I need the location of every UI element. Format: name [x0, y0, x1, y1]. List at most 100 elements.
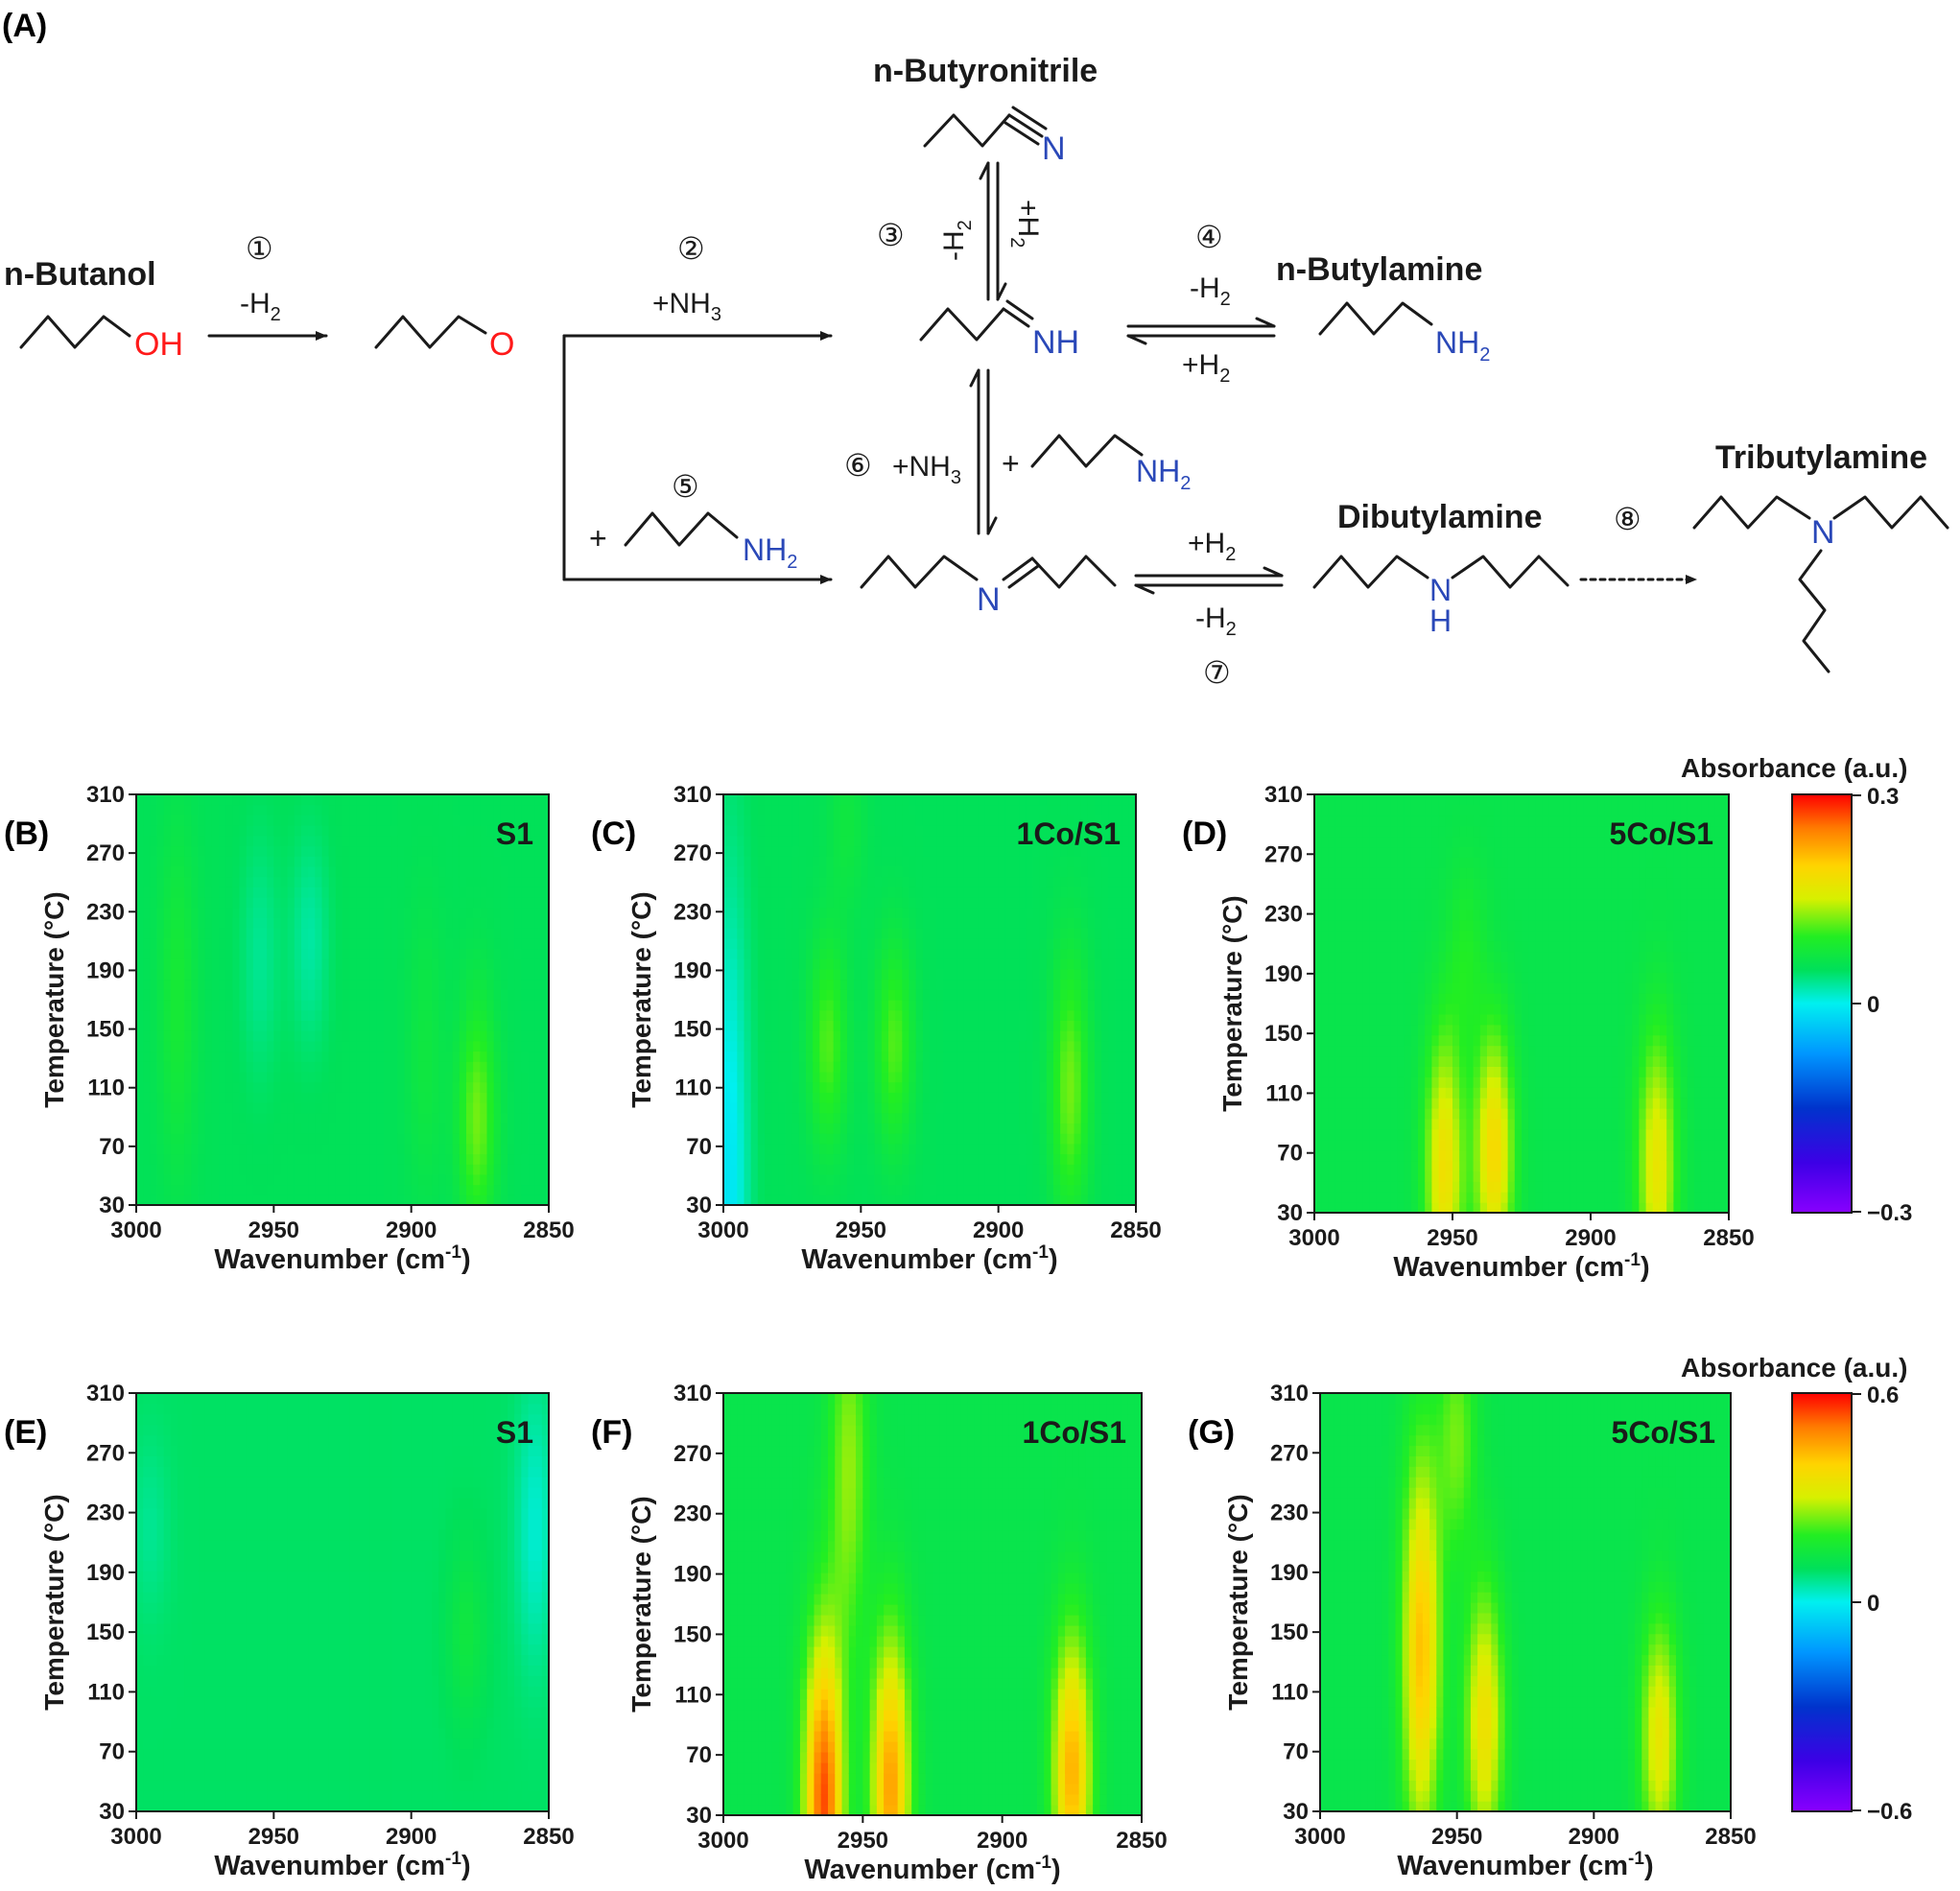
heatmap-cell — [792, 794, 800, 805]
heatmap-cell — [466, 1072, 474, 1082]
heatmap-cell — [397, 1154, 405, 1165]
heatmap-cell — [212, 1041, 220, 1052]
heatmap-cell — [508, 1020, 515, 1030]
heatmap-cell — [205, 825, 213, 836]
heatmap-cell — [397, 886, 405, 897]
heatmap-cell — [923, 1020, 931, 1030]
heatmap-cell — [273, 815, 281, 825]
heatmap-cell — [336, 1102, 343, 1113]
heatmap-cell — [535, 1092, 543, 1102]
heatmap-cell — [418, 1154, 426, 1165]
heatmap-cell — [301, 1052, 309, 1062]
heatmap-cell — [329, 928, 337, 938]
heatmap-cell — [384, 958, 391, 969]
heatmap-cell — [329, 938, 337, 949]
heatmap-cell — [446, 877, 454, 887]
heatmap-cell — [377, 897, 385, 908]
heatmap-cell — [1005, 980, 1013, 990]
heatmap-cell — [992, 1092, 1000, 1102]
heatmap-cell — [888, 794, 896, 805]
heatmap-cell — [295, 815, 302, 825]
heatmap-cell — [943, 794, 951, 805]
heatmap-cell — [1033, 917, 1041, 928]
heatmap-cell — [854, 1061, 862, 1072]
heatmap-cell — [723, 958, 731, 969]
heatmap-cell — [212, 1123, 220, 1133]
heatmap-cell — [840, 928, 848, 938]
heatmap-cell — [184, 1102, 192, 1113]
heatmap-cell — [751, 1174, 759, 1185]
heatmap-cell — [806, 1092, 814, 1102]
heatmap-cell — [384, 1185, 391, 1195]
heatmap-cell — [1081, 1133, 1089, 1144]
heatmap-cell — [737, 1061, 744, 1072]
heatmap-cell — [978, 1174, 985, 1185]
heatmap-cell — [909, 1010, 917, 1021]
heatmap-cell — [923, 1113, 931, 1123]
heatmap-cell — [786, 928, 793, 938]
heatmap-cell — [295, 877, 302, 887]
heatmap-cell — [771, 1030, 779, 1041]
heatmap-cell — [827, 1072, 835, 1082]
heatmap-cell — [191, 958, 199, 969]
heatmap-cell — [349, 1154, 357, 1165]
heatmap-cell — [377, 1102, 385, 1113]
heatmap-cell — [232, 1082, 240, 1093]
heatmap-cell — [212, 1082, 220, 1093]
heatmap-cell — [1067, 1102, 1074, 1113]
heatmap-cell — [751, 836, 759, 846]
heatmap-cell — [219, 1113, 226, 1123]
heatmap-cell — [219, 815, 226, 825]
heatmap-cell — [473, 886, 481, 897]
heatmap-cell — [390, 958, 398, 969]
x-axis-label: Wavenumber (cm-1) — [214, 1242, 470, 1275]
heatmap-cell — [432, 908, 439, 918]
reagent-6-nh2: NH2 — [1136, 454, 1191, 494]
heatmap-cell — [888, 1174, 896, 1185]
heatmap-cell — [529, 989, 536, 1000]
heatmap-cell — [273, 1030, 281, 1041]
heatmap-cell — [184, 938, 192, 949]
heatmap-cell — [232, 1072, 240, 1082]
heatmap-cell — [1321, 1170, 1329, 1182]
heatmap-cell — [356, 877, 364, 887]
heatmap-cell — [295, 1154, 302, 1165]
heatmap-cell — [397, 908, 405, 918]
heatmap-cell — [356, 1010, 364, 1021]
heatmap-cell — [177, 1174, 185, 1185]
heatmap-cell — [136, 1052, 144, 1062]
heatmap-cell — [895, 836, 903, 846]
heatmap-cell — [508, 1154, 515, 1165]
heatmap-cell — [253, 1102, 261, 1113]
heatmap-cell — [751, 1164, 759, 1174]
heatmap-cell — [438, 1154, 446, 1165]
heatmap-cell — [1067, 949, 1074, 959]
heatmap-cell — [487, 1133, 495, 1144]
heatmap-cell — [247, 825, 254, 836]
heatmap-cell — [212, 815, 220, 825]
heatmap-cell — [446, 908, 454, 918]
heatmap-cell — [854, 1123, 862, 1133]
heatmap-cell — [1012, 1020, 1020, 1030]
heatmap-cell — [1122, 815, 1130, 825]
heatmap-cell — [1005, 815, 1013, 825]
heatmap-cell — [868, 1174, 876, 1185]
heatmap-cell — [861, 980, 868, 990]
heatmap-cell — [882, 886, 889, 897]
heatmap-cell — [438, 1102, 446, 1113]
heatmap-cell — [943, 1123, 951, 1133]
heatmap-cell — [412, 1020, 419, 1030]
heatmap-cell — [847, 949, 855, 959]
heatmap-cell — [1095, 877, 1102, 887]
heatmap-panels: 30701101501902302703103000 2950 2900 2850Wa… — [4, 782, 1757, 1885]
heatmap-cell — [342, 1010, 350, 1021]
heatmap-cell — [964, 1102, 972, 1113]
heatmap-cell — [1074, 917, 1082, 928]
heatmap-cell — [232, 1113, 240, 1123]
heatmap-cell — [466, 917, 474, 928]
heatmap-cell — [397, 958, 405, 969]
heatmap-cell — [184, 815, 192, 825]
heatmap-cell — [453, 969, 460, 980]
heatmap-cell — [1321, 1108, 1329, 1120]
heatmap-cell — [1033, 969, 1041, 980]
